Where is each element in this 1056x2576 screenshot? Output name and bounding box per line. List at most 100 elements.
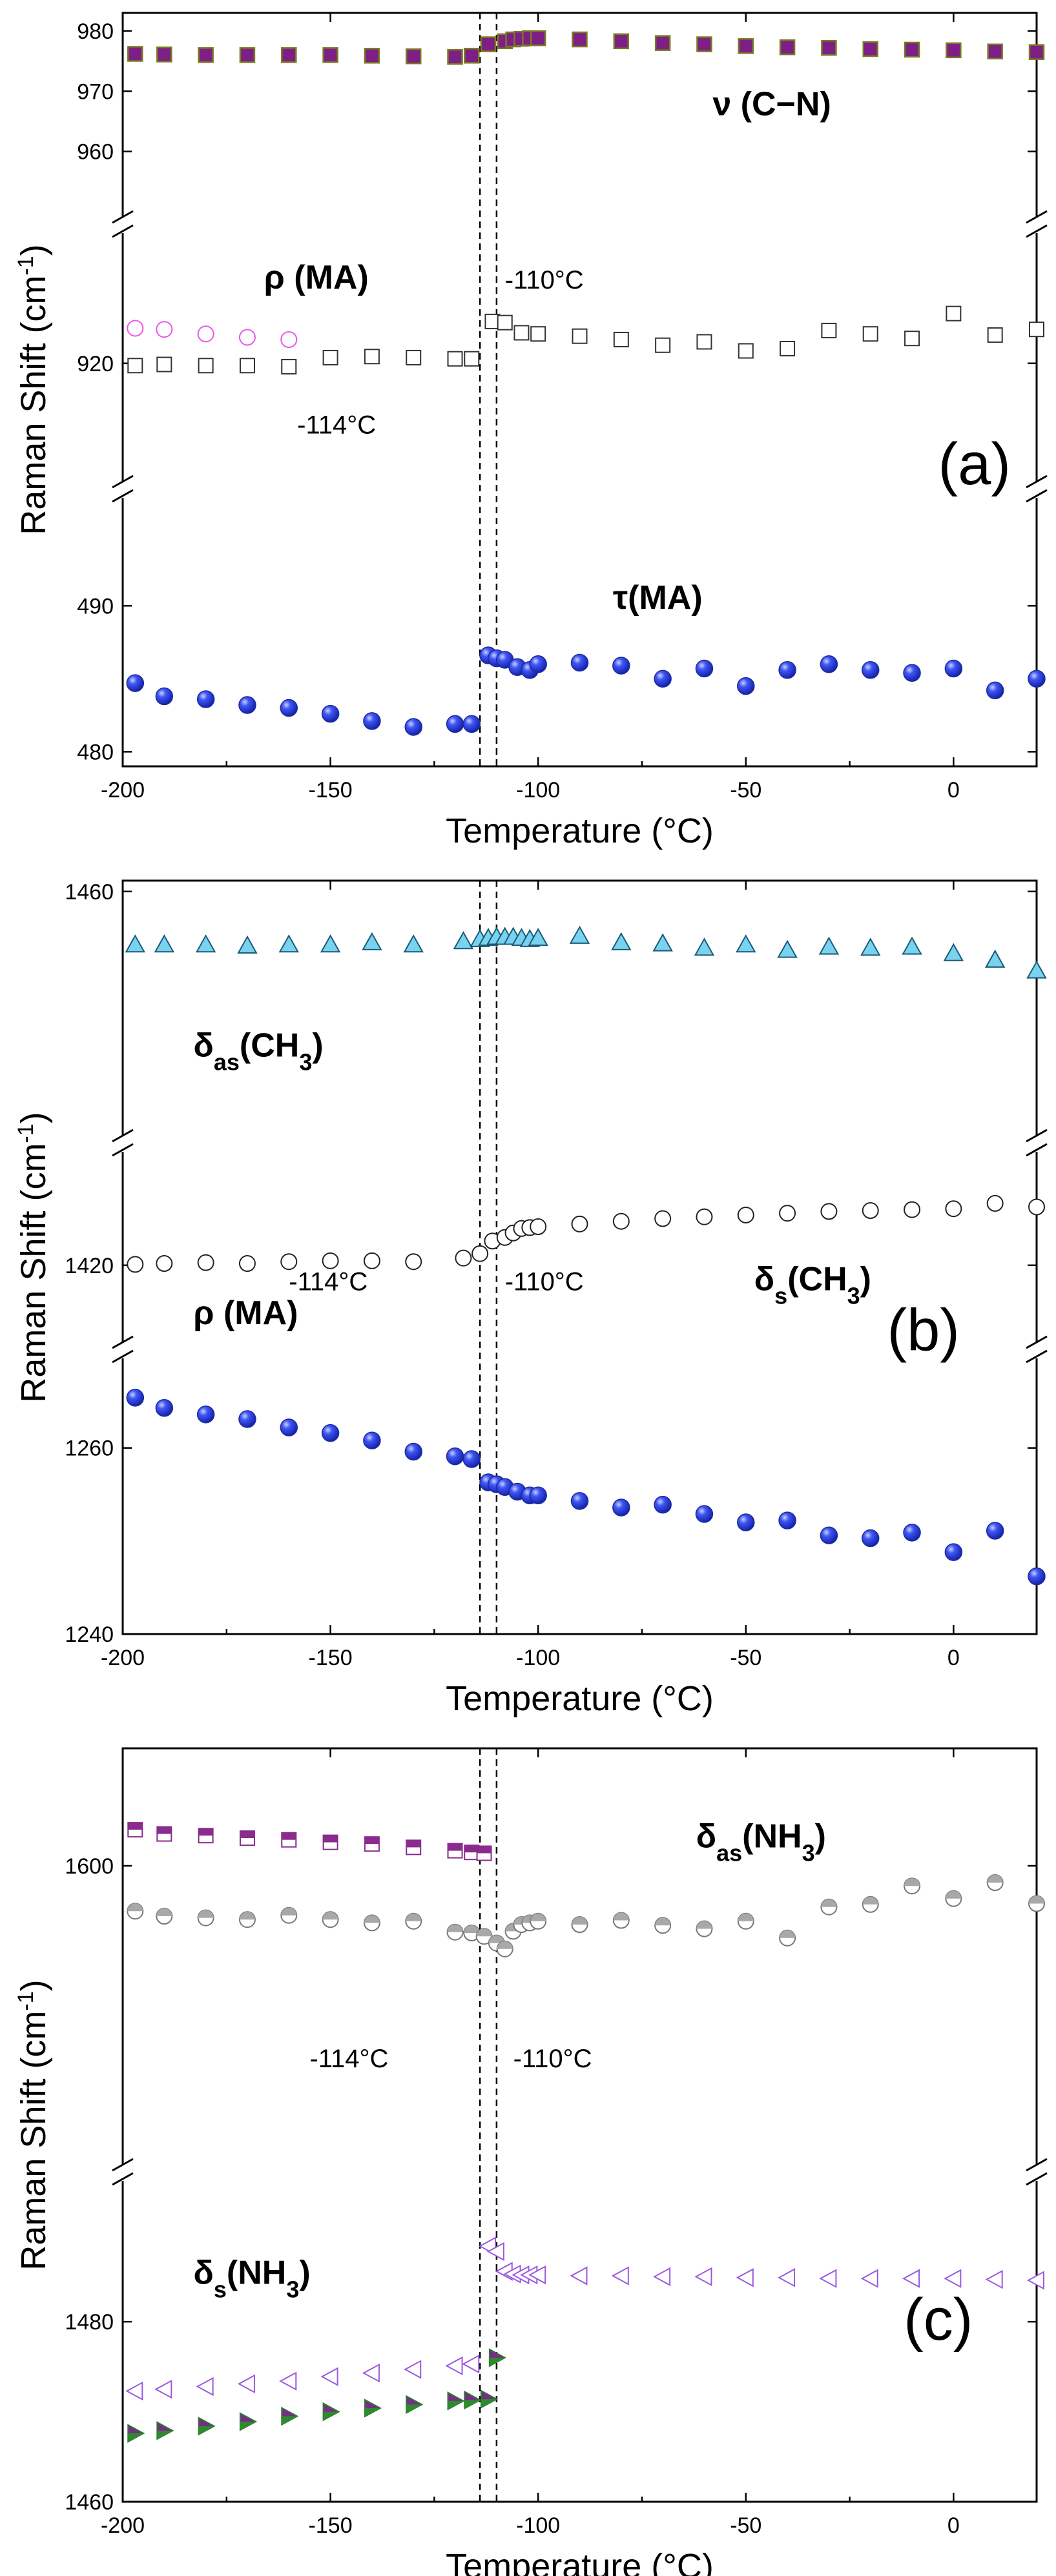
data-point: [570, 653, 589, 672]
data-point: [196, 2377, 214, 2397]
data-point: [154, 2380, 172, 2399]
series--ma-low-t: [127, 320, 298, 348]
data-point: [198, 47, 214, 63]
data-point: [237, 2374, 255, 2394]
data-point: [777, 2268, 796, 2287]
x-axis-label: Temperature (°C): [446, 812, 714, 850]
data-point: [654, 670, 672, 688]
data-point: [820, 1203, 838, 1220]
data-point: [198, 358, 214, 374]
data-point: [197, 325, 214, 343]
data-point: [321, 704, 340, 723]
data-point: [127, 358, 143, 374]
data-point: [987, 327, 1003, 343]
data-point: [154, 934, 175, 953]
data-point: [488, 2348, 506, 2367]
data-point: [447, 2391, 465, 2411]
data-point: [281, 47, 297, 63]
data-point: [239, 1830, 255, 1846]
data-point: [903, 1524, 921, 1542]
axis-break-left: [112, 210, 134, 238]
annotation-bold: δas(CH3): [193, 1027, 323, 1076]
data-point: [736, 2268, 754, 2287]
data-point: [198, 2417, 216, 2436]
data-point: [778, 1511, 796, 1529]
data-point: [404, 2360, 422, 2379]
data-point: [513, 325, 530, 341]
annotation-bold: δs(NH3): [193, 2254, 310, 2303]
data-point: [362, 932, 382, 950]
x-tick-label: -200: [101, 1646, 145, 1670]
data-point: [861, 1529, 880, 1548]
data-point: [986, 1522, 1004, 1540]
data-point: [281, 359, 297, 375]
annotation-bold: ρ (MA): [193, 1294, 298, 1332]
data-point: [943, 943, 964, 961]
data-point: [652, 933, 673, 952]
data-point: [778, 661, 796, 679]
data-point: [654, 1495, 672, 1514]
x-tick-label: 0: [947, 2513, 960, 2538]
data-point: [322, 2402, 340, 2422]
axis-break-right: [1026, 1129, 1048, 1157]
data-point: [1028, 670, 1046, 688]
data-point: [363, 1252, 380, 1269]
axis-break-left: [112, 1129, 134, 1157]
data-point: [695, 1505, 714, 1523]
data-point: [281, 2406, 299, 2426]
data-point: [818, 936, 840, 955]
data-point: [694, 937, 715, 956]
data-point: [453, 931, 474, 950]
data-point: [985, 2269, 1003, 2289]
data-point: [862, 41, 878, 57]
series--as-nh3-: [127, 1874, 1045, 1958]
data-point: [738, 38, 754, 54]
data-point: [280, 1906, 298, 1924]
data-point: [572, 328, 588, 344]
data-point: [902, 936, 922, 955]
axis-break-left: [112, 1335, 134, 1364]
x-axis-label: Temperature (°C): [446, 2547, 714, 2576]
data-point: [446, 1447, 464, 1466]
panel-label: (a): [938, 431, 1011, 497]
data-point: [497, 314, 513, 331]
data-point: [1029, 322, 1044, 338]
data-point: [464, 2390, 482, 2410]
data-point: [655, 337, 671, 353]
data-point: [406, 2395, 424, 2415]
data-point: [156, 1908, 173, 1925]
data-point: [239, 2412, 258, 2431]
data-point: [462, 2354, 480, 2374]
data-point: [127, 1822, 143, 1838]
data-point: [156, 321, 173, 338]
data-point: [530, 30, 546, 46]
data-point: [445, 2356, 463, 2376]
data-point: [945, 1890, 962, 1907]
data-point: [321, 1424, 340, 1442]
data-point: [780, 340, 796, 356]
data-point: [198, 1828, 214, 1844]
data-point: [696, 1920, 713, 1937]
data-point: [447, 351, 463, 367]
data-point: [481, 2389, 499, 2409]
x-tick-label: -200: [101, 2513, 145, 2538]
data-point: [196, 690, 215, 708]
data-point: [403, 934, 424, 953]
data-point: [239, 47, 256, 63]
y-tick-label: 490: [77, 594, 114, 618]
data-point: [238, 696, 256, 714]
data-point: [125, 934, 146, 953]
data-point: [530, 326, 546, 342]
data-point: [126, 674, 145, 692]
data-point: [945, 1200, 962, 1218]
data-point: [322, 1252, 339, 1269]
data-point: [571, 1916, 588, 1933]
x-tick-label: -150: [309, 1646, 353, 1670]
series--s-ch3-: [127, 1194, 1045, 1273]
data-point: [126, 1389, 145, 1407]
data-point: [1028, 1198, 1045, 1216]
data-point: [570, 1492, 589, 1510]
data-point: [820, 655, 838, 673]
data-point: [197, 1909, 214, 1927]
